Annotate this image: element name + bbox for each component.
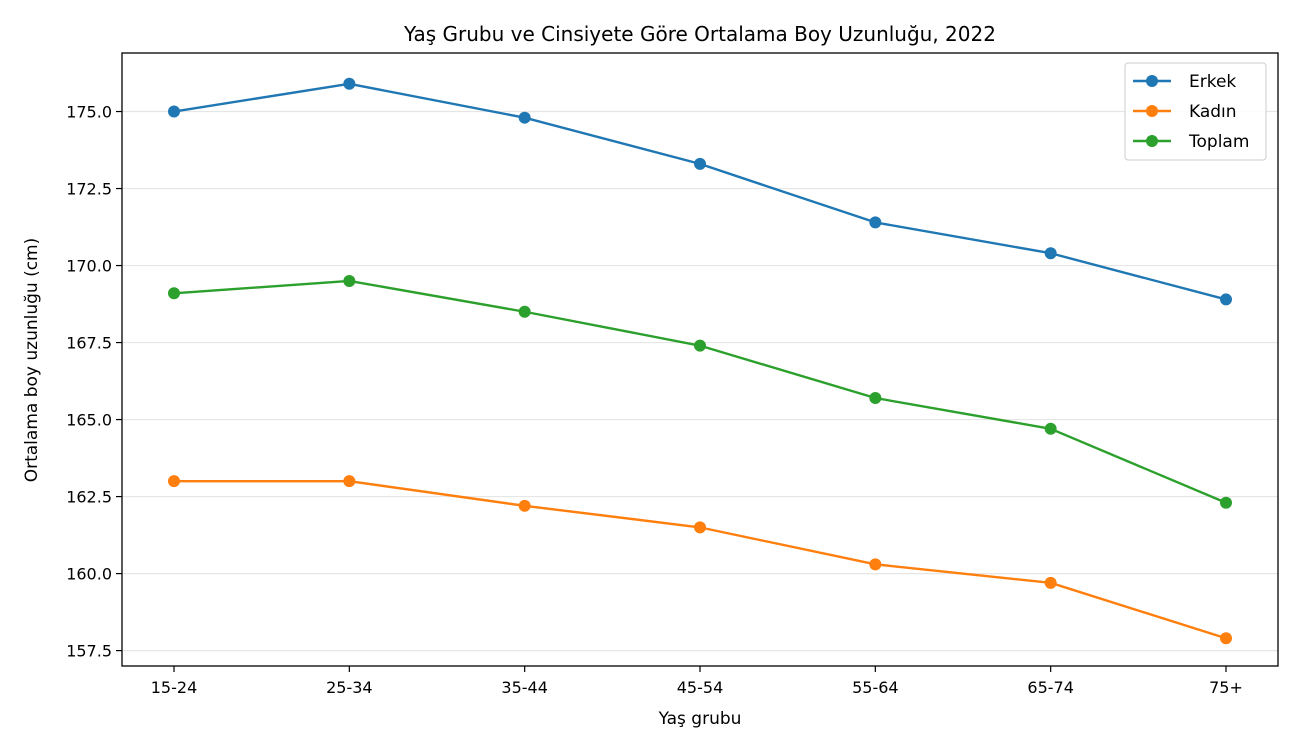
y-axis: 157.5 160.0 162.5 165.0 167.5 170.0 172.5 175.0: [66, 103, 122, 661]
data-point: [518, 305, 531, 318]
data-point: [869, 558, 882, 571]
data-point: [694, 157, 706, 170]
data-point: [1220, 632, 1232, 645]
y-tick-label: 167.5: [66, 334, 112, 353]
series-line: [174, 479, 1227, 640]
x-tick-label: 45-54: [677, 678, 724, 697]
data-point: [869, 216, 882, 229]
legend-item: Kadın: [1133, 102, 1237, 122]
legend-marker: [1146, 135, 1158, 147]
data-point: [1220, 293, 1232, 306]
data-point: [1220, 496, 1232, 509]
legend-label: Erkek: [1189, 72, 1236, 92]
legend-marker: [1146, 75, 1158, 87]
legend-label: Kadın: [1189, 102, 1237, 122]
y-tick-label: 162.5: [66, 488, 112, 507]
data-point: [343, 274, 356, 287]
data-point: [1044, 247, 1057, 260]
x-tick-label: 55-64: [852, 678, 899, 697]
x-tick-label: 75+: [1209, 678, 1243, 697]
x-axis-title: Yaş grubu: [658, 709, 742, 729]
data-point: [518, 111, 531, 124]
legend-item: Toplam: [1133, 132, 1249, 152]
data-point: [1044, 576, 1057, 589]
chart-title: Yaş Grubu ve Cinsiyete Göre Ortalama Boy…: [403, 22, 996, 46]
data-point: [168, 287, 180, 300]
grid-lines: [122, 110, 1278, 652]
x-tick-label: 35-44: [501, 678, 548, 697]
x-tick-label: 15-24: [151, 678, 198, 697]
data-point: [518, 499, 531, 512]
legend-marker: [1146, 105, 1158, 117]
series-layer: [168, 77, 1232, 645]
y-tick-label: 172.5: [66, 180, 112, 199]
y-tick-label: 157.5: [66, 642, 112, 661]
data-point: [168, 105, 180, 118]
series-line: [173, 82, 1227, 301]
data-point: [343, 77, 356, 90]
legend-frame: [1124, 62, 1267, 161]
data-point: [1044, 422, 1057, 435]
x-tick-label: 25-34: [326, 678, 373, 697]
y-tick-label: 160.0: [66, 565, 112, 584]
series-kadın: [168, 475, 1232, 645]
y-tick-label: 170.0: [66, 257, 112, 276]
series-line: [173, 279, 1227, 504]
data-point: [168, 475, 180, 488]
data-point: [694, 339, 706, 352]
data-point: [869, 392, 882, 405]
legend-label: Toplam: [1188, 132, 1249, 152]
data-point: [694, 521, 706, 534]
series-erkek: [168, 77, 1232, 306]
x-tick-label: 65-74: [1027, 678, 1074, 697]
y-axis-title: Ortalama boy uzunluğu (cm): [22, 238, 42, 483]
y-tick-label: 165.0: [66, 411, 112, 430]
legend-item: Erkek: [1133, 72, 1236, 92]
x-axis: 15-24 25-34 35-44 45-54 55-64 65-74 75+: [151, 666, 1243, 697]
legend: Erkek Kadın Toplam: [1124, 62, 1267, 161]
data-point: [343, 475, 356, 488]
series-toplam: [168, 274, 1232, 509]
y-tick-label: 175.0: [66, 103, 112, 122]
